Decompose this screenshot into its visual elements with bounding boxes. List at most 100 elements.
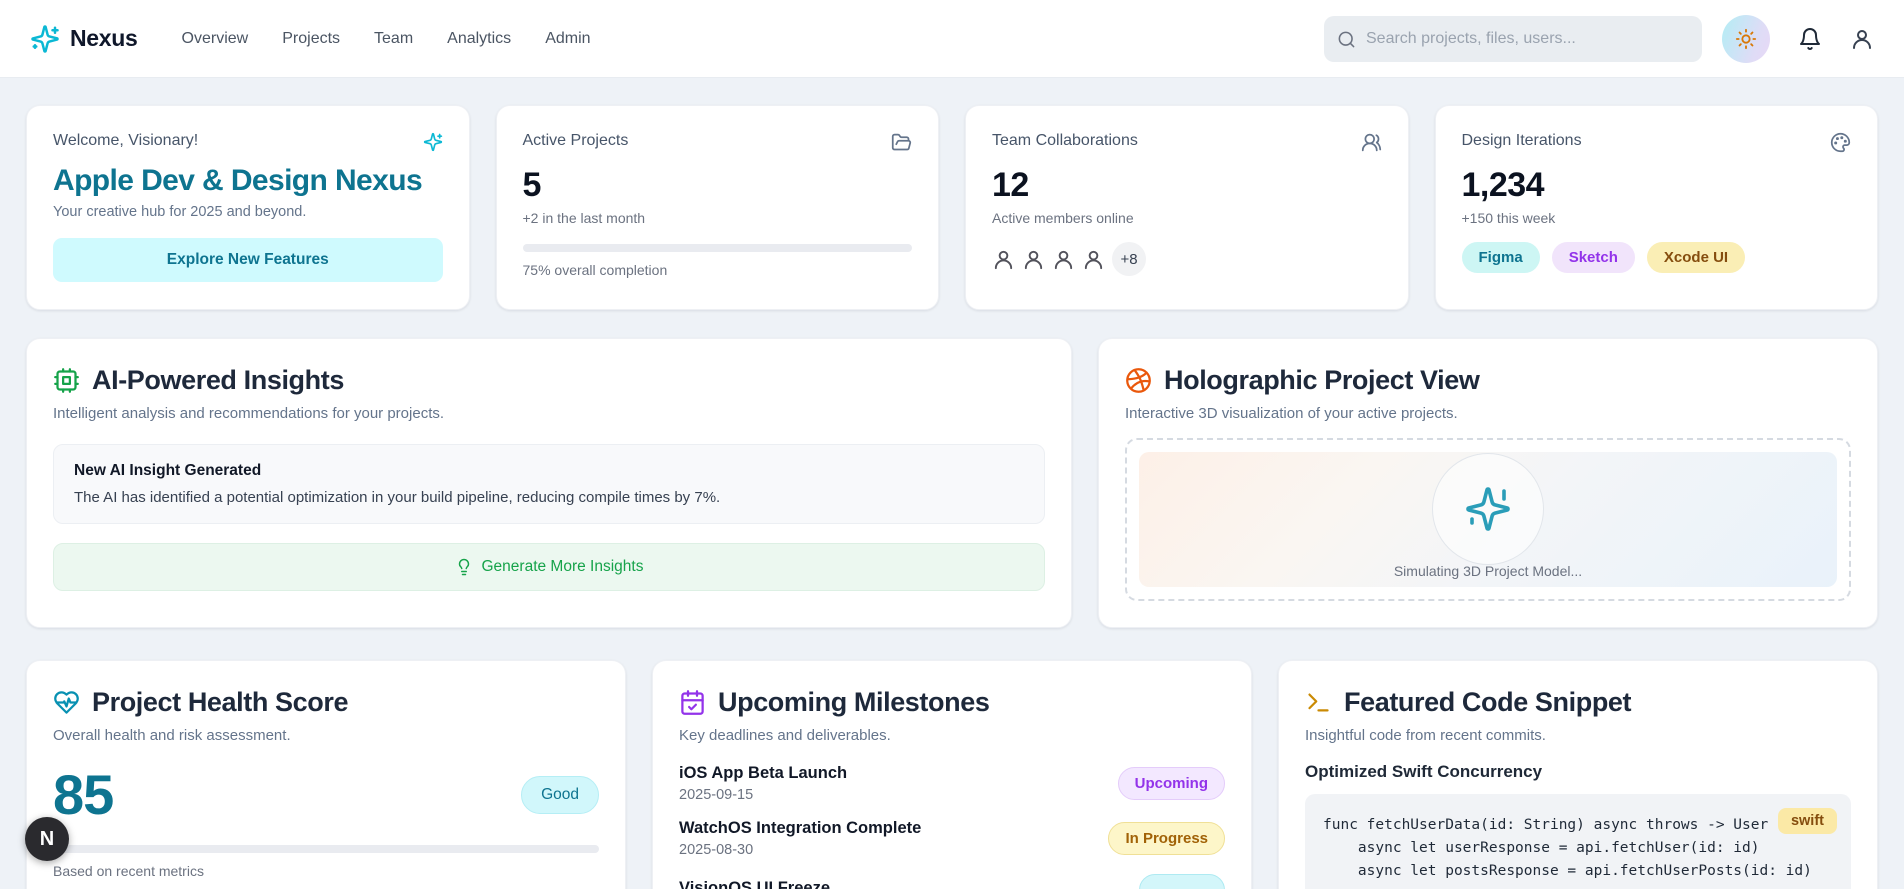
dribbble-icon (1125, 367, 1152, 394)
design-iterations-card: Design Iterations 1,234 +150 this week F… (1434, 105, 1878, 310)
code-line: async let userResponse = api.fetchUser(i… (1323, 840, 1760, 857)
user-icon (1850, 27, 1874, 51)
active-projects-label: Active Projects (522, 132, 629, 149)
holographic-subtitle: Interactive 3D visualization of your act… (1125, 405, 1458, 422)
welcome-subtitle: Your creative hub for 2025 and beyond. (53, 204, 307, 220)
milestone-status-badge: In Progress (1108, 822, 1225, 855)
team-collaborations-card: Team Collaborations 12 Active members on… (965, 105, 1409, 310)
milestone-row: VisionOS UI Freeze (679, 874, 1225, 889)
code-line: async let postsResponse = api.fetchUserP… (1323, 863, 1812, 880)
nav-item-team[interactable]: Team (374, 29, 414, 47)
holographic-dropzone[interactable]: Simulating 3D Project Model... (1125, 438, 1851, 601)
ai-insight-item: New AI Insight Generated The AI has iden… (53, 444, 1045, 524)
milestone-name: WatchOS Integration Complete (679, 819, 922, 837)
milestone-status-badge (1139, 874, 1225, 889)
holographic-view-card: Holographic Project View Interactive 3D … (1098, 338, 1878, 628)
insight-item-body: The AI has identified a potential optimi… (74, 489, 721, 506)
milestone-date: 2025-08-30 (679, 842, 754, 858)
holographic-title: Holographic Project View (1164, 365, 1480, 395)
holographic-model-circle (1432, 452, 1544, 565)
active-projects-value: 5 (522, 166, 542, 204)
welcome-card: Welcome, Visionary! Apple Dev & Design N… (26, 105, 470, 310)
brand-name: Nexus (70, 25, 138, 51)
milestone-date: 2025-09-15 (679, 787, 754, 803)
main-nav: Overview Projects Team Analytics Admin (182, 30, 591, 48)
health-note: Based on recent metrics (53, 863, 204, 879)
code-line: func fetchUserData(id: String) async thr… (1323, 817, 1786, 833)
code-snippet-title: Featured Code Snippet (1344, 687, 1632, 717)
sun-icon (1735, 28, 1757, 50)
member-avatar-icon (1082, 248, 1105, 271)
ai-insights-subtitle: Intelligent analysis and recommendations… (53, 405, 445, 422)
insight-item-title: New AI Insight Generated (74, 462, 262, 479)
project-health-subtitle: Overall health and risk assessment. (53, 727, 291, 744)
member-avatar-icon (992, 248, 1015, 271)
nav-item-overview[interactable]: Overview (181, 29, 249, 47)
design-value: 1,234 (1461, 166, 1545, 204)
member-avatar-icon (1022, 248, 1045, 271)
design-label: Design Iterations (1461, 132, 1582, 149)
lightbulb-icon (455, 558, 473, 576)
theme-toggle-button[interactable] (1722, 14, 1770, 63)
bell-icon (1798, 27, 1822, 51)
dashboard: Welcome, Visionary! Apple Dev & Design N… (0, 78, 1904, 889)
projects-progress-bar (522, 244, 912, 252)
search-input[interactable] (1324, 15, 1702, 62)
milestone-row: WatchOS Integration Complete 2025-08-30 … (679, 819, 1225, 858)
welcome-title: Apple Dev & Design Nexus (53, 164, 423, 197)
avatar-overflow-badge: +8 (1112, 242, 1146, 276)
user-menu-button[interactable] (1850, 27, 1874, 51)
health-progress-bar (53, 845, 599, 853)
generate-insights-label: Generate More Insights (481, 558, 644, 575)
generate-insights-button[interactable]: Generate More Insights (53, 543, 1045, 591)
code-snippet-card: Featured Code Snippet Insightful code fr… (1278, 660, 1878, 889)
language-badge: swift (1777, 808, 1837, 834)
terminal-icon (1305, 689, 1332, 716)
sparkles-icon (423, 132, 443, 152)
navbar: Nexus Overview Projects Team Analytics A… (0, 0, 1904, 78)
users-icon (1361, 132, 1382, 153)
project-health-card: Project Health Score Overall health and … (26, 660, 626, 889)
milestone-name: iOS App Beta Launch (679, 764, 848, 782)
team-delta: Active members online (992, 210, 1134, 226)
project-health-title: Project Health Score (92, 687, 349, 717)
tag-xcode-ui: Xcode UI (1646, 242, 1746, 273)
nav-item-analytics[interactable]: Analytics (447, 29, 512, 47)
tag-sketch: Sketch (1551, 242, 1635, 273)
ai-insights-title: AI-Powered Insights (92, 365, 344, 395)
nextjs-dev-badge[interactable]: N (25, 817, 69, 861)
folder-open-icon (891, 132, 912, 153)
member-avatar-icon (1052, 248, 1075, 271)
active-projects-delta: +2 in the last month (522, 210, 646, 226)
milestone-row: iOS App Beta Launch 2025-09-15 Upcoming (679, 764, 1225, 803)
active-projects-card: Active Projects 5 +2 in the last month 7… (495, 105, 939, 310)
search-box (1324, 15, 1702, 62)
team-label: Team Collaborations (992, 132, 1138, 149)
milestone-status-badge: Upcoming (1117, 767, 1225, 800)
welcome-label: Welcome, Visionary! (53, 132, 199, 149)
snippet-name: Optimized Swift Concurrency (1305, 762, 1543, 781)
sparkles-logo-icon (30, 24, 60, 54)
code-snippet-subtitle: Insightful code from recent commits. (1305, 727, 1546, 744)
holographic-surface: Simulating 3D Project Model... (1139, 452, 1837, 587)
search-icon (1337, 30, 1356, 49)
brand-logo[interactable]: Nexus (30, 24, 138, 54)
explore-features-button[interactable]: Explore New Features (53, 238, 443, 282)
sparkles-icon (1464, 485, 1512, 533)
holographic-caption: Simulating 3D Project Model... (1393, 563, 1583, 579)
projects-progress-note: 75% overall completion (522, 262, 668, 278)
health-score-value: 85 (53, 763, 114, 826)
heart-pulse-icon (53, 689, 80, 716)
notifications-button[interactable] (1798, 27, 1822, 51)
milestones-list: iOS App Beta Launch 2025-09-15 Upcoming … (679, 764, 1225, 889)
team-value: 12 (992, 166, 1029, 204)
calendar-check-icon (679, 689, 706, 716)
design-tags: Figma Sketch Xcode UI (1461, 242, 1852, 273)
nav-item-admin[interactable]: Admin (545, 29, 591, 47)
design-delta: +150 this week (1461, 210, 1556, 226)
milestones-card: Upcoming Milestones Key deadlines and de… (652, 660, 1252, 889)
team-avatars: +8 (992, 242, 1382, 276)
nav-item-projects[interactable]: Projects (282, 29, 341, 47)
milestones-title: Upcoming Milestones (718, 687, 990, 717)
code-block: swift func fetchUserData(id: String) asy… (1305, 794, 1851, 889)
